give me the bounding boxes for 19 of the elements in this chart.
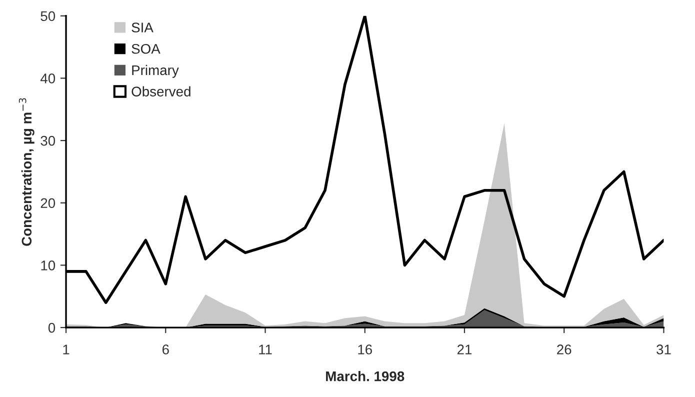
x-tick-label: 16 (358, 344, 372, 354)
y-tick-label: 10 (41, 260, 56, 270)
legend-label: Observed (132, 86, 190, 96)
y-tick-label: 50 (40, 11, 56, 22)
x-tick-label: 31 (656, 344, 671, 354)
x-tick-label: 1 (63, 344, 70, 354)
x-tick-label: 6 (162, 344, 169, 354)
x-tick-label: 11 (259, 344, 272, 354)
y-axis-title: Concentration, µg m$^{−3}$ (18, 98, 34, 246)
y-tick-label: 0 (48, 322, 56, 333)
x-axis-title: March. 1998 (326, 371, 404, 382)
y-tick-label: 30 (40, 136, 56, 146)
x-tick-label: 26 (557, 344, 572, 354)
x-tick-label: 21 (457, 344, 472, 354)
legend-label: Primary (132, 64, 179, 78)
legend-label: SIA (132, 22, 154, 32)
y-tick-label: 20 (40, 198, 56, 208)
legend-label: SOA (132, 44, 160, 54)
y-tick-label: 40 (40, 74, 56, 84)
